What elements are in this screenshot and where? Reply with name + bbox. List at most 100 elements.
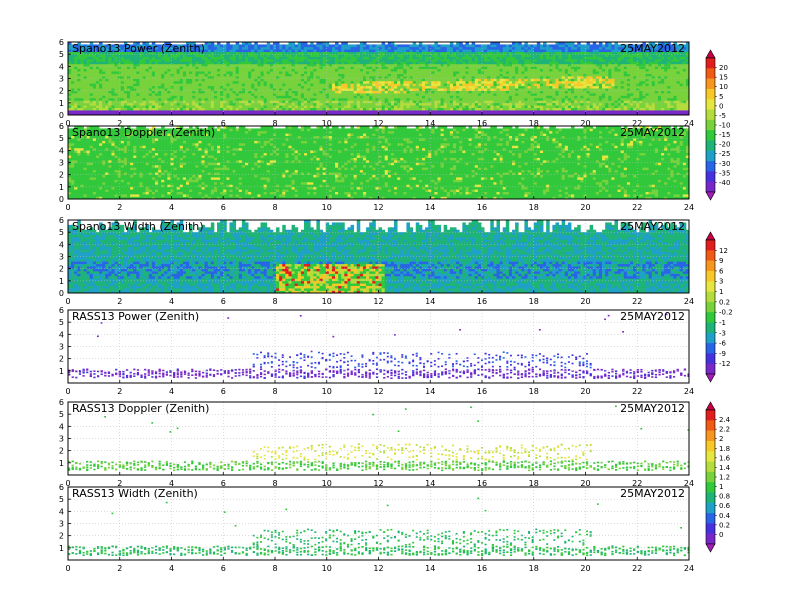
heatmap-cell bbox=[74, 105, 78, 108]
heatmap-cell bbox=[331, 73, 336, 77]
heatmap-cell bbox=[527, 63, 532, 67]
heatmap-cell bbox=[151, 63, 156, 67]
heatmap-cell bbox=[555, 90, 559, 94]
heatmap-cell bbox=[158, 63, 162, 67]
heatmap-cell bbox=[338, 73, 342, 77]
heatmap-cell bbox=[105, 95, 109, 99]
heatmap-cell bbox=[403, 83, 407, 87]
heatmap-cell bbox=[412, 88, 417, 91]
heatmap-cell bbox=[217, 97, 221, 101]
heatmap-cell bbox=[254, 80, 258, 84]
heatmap-cell bbox=[316, 66, 320, 70]
heatmap-cell bbox=[425, 110, 429, 113]
heatmap-cell bbox=[530, 97, 535, 101]
heatmap-cell bbox=[223, 61, 227, 65]
heatmap-cell bbox=[508, 102, 513, 106]
heatmap-cell bbox=[462, 80, 466, 84]
heatmap-cell bbox=[465, 66, 469, 70]
heatmap-cell bbox=[83, 63, 88, 67]
heatmap-cell bbox=[341, 97, 345, 101]
heatmap-cell bbox=[589, 93, 594, 96]
heatmap-cell bbox=[446, 110, 451, 113]
heatmap-cell bbox=[325, 63, 330, 67]
heatmap-cell bbox=[207, 49, 212, 53]
heatmap-cell bbox=[589, 80, 594, 84]
heatmap-cell bbox=[397, 44, 401, 48]
heatmap-cell bbox=[539, 107, 544, 111]
heatmap-cell bbox=[266, 80, 271, 84]
heatmap-cell bbox=[207, 105, 212, 108]
heatmap-cell bbox=[474, 88, 479, 91]
heatmap-cell bbox=[303, 112, 308, 115]
heatmap-cell bbox=[279, 76, 283, 79]
heatmap-cell bbox=[142, 44, 147, 48]
heatmap-cell bbox=[74, 112, 78, 115]
heatmap-cell bbox=[580, 105, 584, 108]
heatmap-cell bbox=[279, 66, 283, 70]
heatmap-cell bbox=[468, 49, 473, 53]
heatmap-cell bbox=[378, 90, 382, 94]
heatmap-cell bbox=[68, 71, 72, 74]
heatmap-cell bbox=[322, 46, 327, 50]
heatmap-cell bbox=[549, 97, 553, 101]
heatmap-cell bbox=[421, 97, 426, 101]
heatmap-cell bbox=[465, 95, 469, 99]
heatmap-cell bbox=[440, 107, 445, 111]
heatmap-cell bbox=[335, 93, 339, 96]
heatmap-cell bbox=[431, 88, 435, 91]
heatmap-cell bbox=[322, 85, 327, 89]
heatmap-cell bbox=[443, 112, 448, 115]
heatmap-cell bbox=[390, 110, 395, 113]
heatmap-cell bbox=[223, 105, 227, 108]
heatmap-cell bbox=[136, 46, 140, 50]
heatmap-cell bbox=[409, 80, 414, 84]
heatmap-cell bbox=[307, 63, 311, 67]
heatmap-cell bbox=[220, 59, 224, 62]
heatmap-cell bbox=[412, 100, 417, 104]
heatmap-cell bbox=[254, 59, 258, 62]
heatmap-cell bbox=[142, 76, 147, 79]
heatmap-cell bbox=[465, 85, 469, 89]
heatmap-cell bbox=[167, 110, 171, 113]
heatmap-cell bbox=[244, 95, 249, 99]
heatmap-cell bbox=[415, 95, 420, 99]
heatmap-cell bbox=[136, 83, 140, 87]
heatmap-cell bbox=[536, 49, 541, 53]
heatmap-cell bbox=[294, 97, 299, 101]
heatmap-cell bbox=[195, 59, 199, 62]
heatmap-cell bbox=[145, 44, 150, 48]
heatmap-cell bbox=[142, 95, 147, 99]
heatmap-cell bbox=[161, 56, 165, 60]
heatmap-cell bbox=[359, 44, 364, 48]
heatmap-cell bbox=[453, 51, 457, 55]
heatmap-cell bbox=[387, 68, 392, 72]
heatmap-cell bbox=[319, 51, 323, 55]
heatmap-cell bbox=[390, 61, 395, 65]
heatmap-cell bbox=[356, 51, 361, 55]
heatmap-cell bbox=[307, 68, 311, 72]
heatmap-cell bbox=[319, 61, 323, 65]
heatmap-cell bbox=[527, 61, 532, 65]
heatmap-cell bbox=[425, 71, 429, 74]
heatmap-cell bbox=[291, 44, 296, 48]
heatmap-cell bbox=[480, 66, 485, 70]
heatmap-cell bbox=[546, 88, 550, 91]
heatmap-cell bbox=[123, 105, 128, 108]
heatmap-cell bbox=[127, 78, 131, 82]
heatmap-cell bbox=[387, 54, 392, 57]
heatmap-cell bbox=[307, 44, 311, 48]
heatmap-cell bbox=[496, 90, 500, 94]
heatmap-cell bbox=[130, 66, 134, 70]
heatmap-cell bbox=[362, 97, 367, 101]
heatmap-cell bbox=[145, 63, 150, 67]
heatmap-cell bbox=[74, 61, 78, 65]
heatmap-cell bbox=[260, 90, 265, 94]
heatmap-cell bbox=[173, 83, 178, 87]
heatmap-cell bbox=[453, 88, 457, 91]
heatmap-cell bbox=[291, 71, 296, 74]
heatmap-cell bbox=[359, 71, 364, 74]
heatmap-cell bbox=[493, 49, 497, 53]
heatmap-cell bbox=[397, 49, 401, 53]
heatmap-cell bbox=[182, 49, 187, 53]
heatmap-cell bbox=[325, 97, 330, 101]
